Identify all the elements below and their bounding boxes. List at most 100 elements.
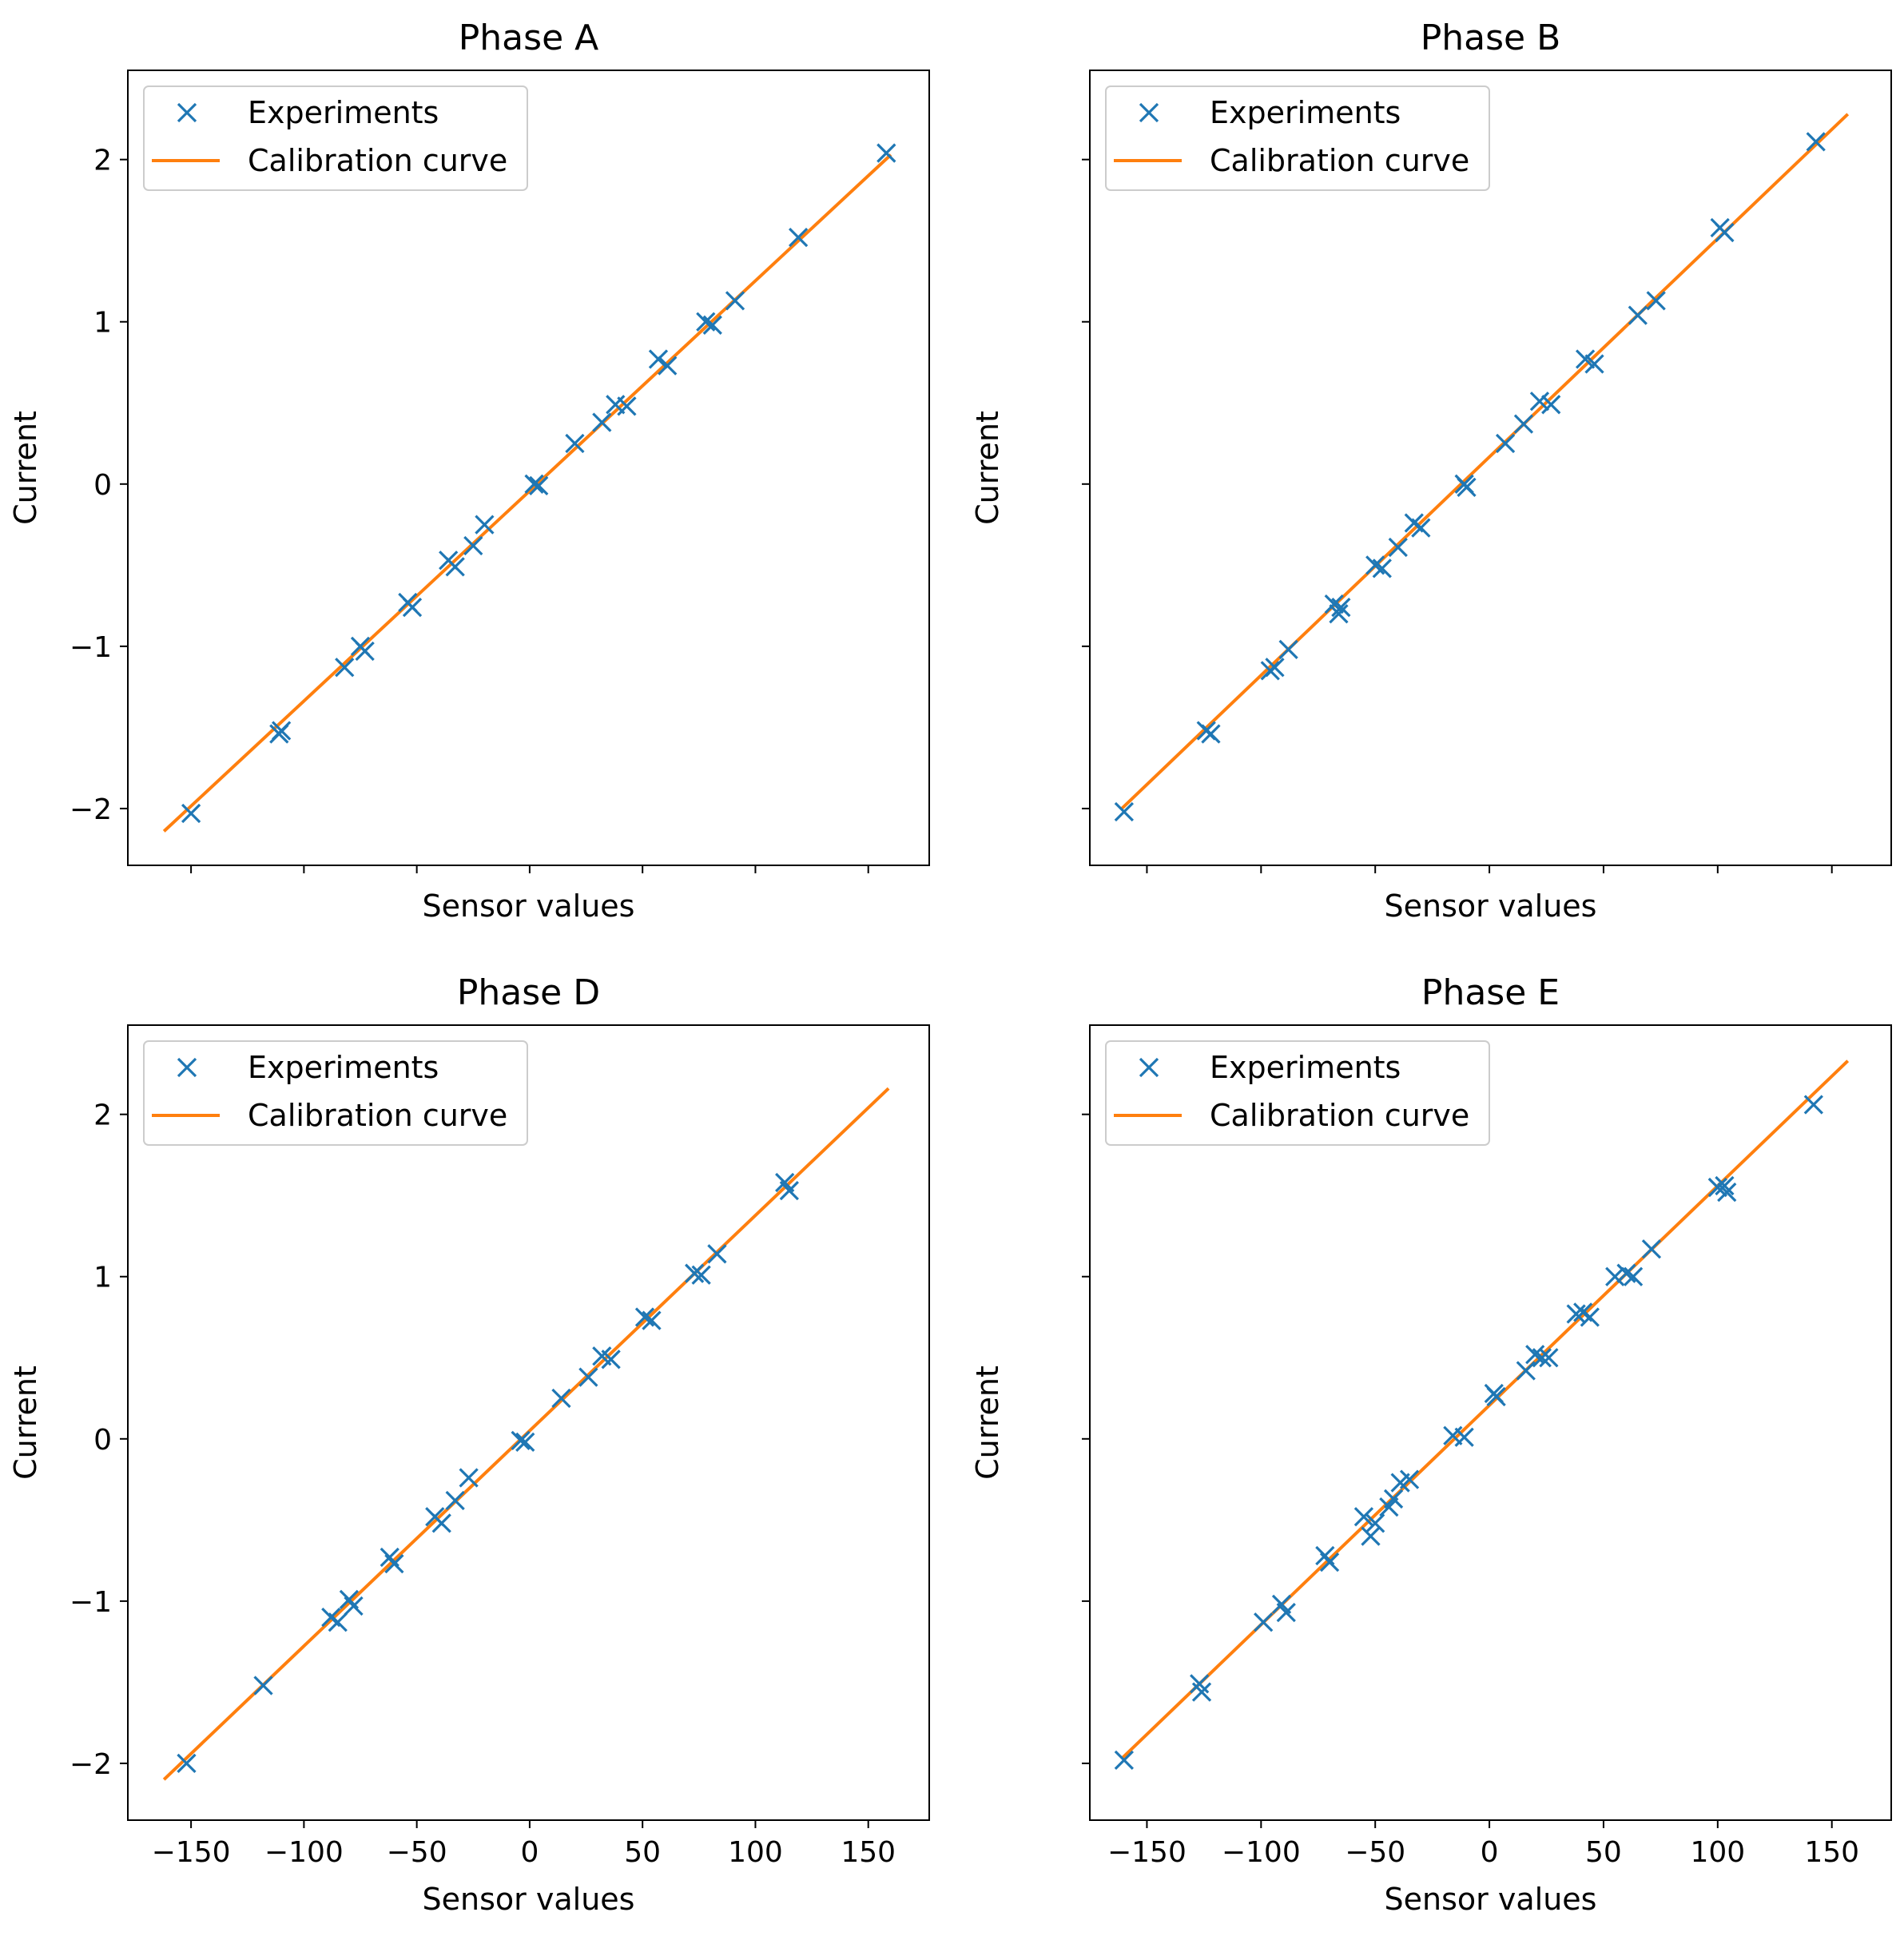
experiment-point: [1201, 724, 1221, 744]
experiment-point: [725, 291, 745, 311]
experiment-point: [1580, 1307, 1600, 1327]
x-axis-label: Sensor values: [423, 1882, 635, 1917]
experiment-point: [1646, 291, 1666, 311]
x-axis-label: Sensor values: [423, 889, 635, 924]
experiment-point: [445, 557, 465, 577]
legend-box: [143, 85, 528, 191]
experiment-point: [648, 349, 669, 369]
experiment-point: [1486, 1386, 1506, 1407]
experiment-point: [1516, 1361, 1536, 1381]
experiment-point: [707, 1244, 727, 1264]
experiment-point: [617, 396, 637, 416]
experiment-point: [1365, 555, 1385, 575]
y-tick-label: 0: [93, 469, 112, 502]
experiment-point: [702, 315, 722, 335]
y-axis-label: Current: [8, 411, 43, 525]
experiment-point: [524, 474, 544, 494]
legend-label-experiments: Experiments: [1210, 1050, 1401, 1085]
x-tick-label: 100: [728, 1836, 783, 1869]
y-tick-label: −1: [70, 1586, 112, 1619]
legend-label-calibration-curve: Calibration curve: [248, 1098, 507, 1133]
subplot-phase-d: −2 −1 0 1 2 −150 −100 −50 0 50 100 150 Phase D Sen…: [8, 972, 930, 1917]
plot-frame: [127, 70, 930, 866]
legend-marker-x-icon: [1139, 102, 1159, 123]
experiment-point: [1715, 1175, 1735, 1196]
experiment-point: [592, 412, 612, 432]
experiment-point: [402, 598, 423, 618]
legend: Experiments Calibration curve: [143, 1040, 528, 1146]
x-tick-label: 0: [1481, 1836, 1499, 1869]
legend-box: [1105, 85, 1490, 191]
y-tick-label: 2: [93, 145, 112, 177]
subplot-phase-a: −2 −1 0 1 2 Phase A Sensor values Current Ex…: [8, 18, 930, 924]
legend-marker-x-icon: [177, 1057, 197, 1078]
x-tick-label: −100: [264, 1836, 344, 1869]
legend-marker-x-icon: [177, 102, 197, 123]
subplot-title: Phase B: [1421, 18, 1561, 58]
experiment-point: [1532, 1348, 1552, 1368]
legend-box: [143, 1040, 528, 1146]
experiment-point: [445, 1490, 465, 1511]
y-axis-label: Current: [970, 1366, 1005, 1480]
legend-label-calibration-curve: Calibration curve: [1210, 143, 1469, 178]
legend-x-marker-icon: [1139, 1057, 1159, 1078]
experiment-point: [384, 1554, 404, 1574]
experiment-point: [515, 1432, 535, 1452]
experiment-point: [1454, 1427, 1474, 1447]
y-tick-label: −2: [70, 1748, 112, 1781]
legend-x-marker-icon: [177, 102, 197, 123]
legend-label-calibration-curve: Calibration curve: [1210, 1098, 1469, 1133]
y-tick-label: 2: [93, 1099, 112, 1132]
plot-frame: [1089, 1024, 1892, 1821]
legend: Experiments Calibration curve: [1105, 85, 1490, 191]
experiment-point: [529, 475, 549, 495]
x-tick-label: −100: [1222, 1836, 1301, 1869]
x-tick-label: −50: [387, 1836, 447, 1869]
experiment-point: [578, 1367, 598, 1387]
experiment-point: [328, 1612, 348, 1632]
x-tick-label: 0: [520, 1836, 539, 1869]
plot-frame: [1089, 70, 1892, 866]
y-tick-label: 1: [93, 1262, 112, 1294]
experiment-point: [1372, 559, 1392, 578]
experiment-point: [271, 721, 292, 741]
experiment-point: [1319, 1552, 1340, 1572]
x-tick-label: −50: [1345, 1836, 1405, 1869]
legend: Experiments Calibration curve: [1105, 1040, 1490, 1146]
experiment-point: [463, 535, 483, 556]
experiment-point: [565, 433, 585, 454]
subplot-phase-e: −150 −100 −50 0 50 100 150 Phase E Sensor valu…: [970, 972, 1892, 1917]
calibration-curve-line: [1120, 1059, 1850, 1760]
experiment-point: [1457, 477, 1477, 497]
x-tick-label: −150: [152, 1836, 231, 1869]
legend: Experiments Calibration curve: [143, 85, 528, 191]
calibration-curve-line: [1120, 113, 1850, 810]
experiment-point: [691, 1265, 711, 1285]
experiment-point: [335, 658, 355, 678]
experiment-point: [1803, 1095, 1823, 1115]
y-axis-label: Current: [8, 1366, 43, 1480]
experiment-point: [876, 143, 896, 163]
x-tick-label: 50: [624, 1836, 661, 1869]
experiment-point: [475, 515, 495, 535]
experiment-point: [1383, 1489, 1404, 1509]
legend-label-calibration-curve: Calibration curve: [248, 143, 507, 178]
calibration-curve-line: [162, 153, 892, 833]
experiment-point: [355, 641, 375, 662]
x-tick-label: −150: [1107, 1836, 1187, 1869]
experiment-point: [1411, 518, 1431, 538]
legend-label-experiments: Experiments: [1210, 95, 1401, 130]
experiment-point: [1623, 1266, 1644, 1286]
subplot-title: Phase E: [1421, 972, 1560, 1013]
x-tick-label: 150: [841, 1836, 896, 1869]
experiment-point: [1707, 1177, 1727, 1198]
legend-x-marker-icon: [177, 1057, 197, 1078]
experiment-point: [1513, 414, 1534, 434]
experiment-point: [779, 1180, 799, 1201]
legend-label-experiments: Experiments: [248, 1050, 439, 1085]
experiment-point: [1529, 392, 1550, 411]
experiment-point: [1495, 433, 1516, 454]
experiment-point: [1388, 537, 1408, 558]
experiment-point: [1331, 598, 1351, 618]
